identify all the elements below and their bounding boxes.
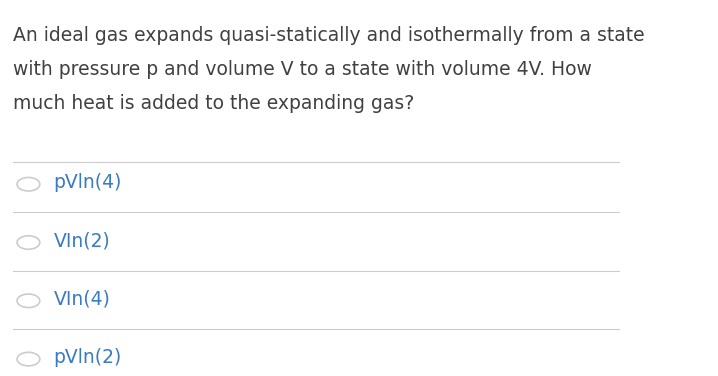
Text: pVln(4): pVln(4) [54,173,122,192]
Text: VIn(2): VIn(2) [54,231,111,250]
Text: with pressure p and volume V to a state with volume 4V. How: with pressure p and volume V to a state … [13,60,592,79]
Text: pVln(2): pVln(2) [54,348,122,367]
Text: An ideal gas expands quasi-statically and isothermally from a state: An ideal gas expands quasi-statically an… [13,26,644,45]
Text: VIn(4): VIn(4) [54,290,111,308]
Text: much heat is added to the expanding gas?: much heat is added to the expanding gas? [13,94,414,113]
